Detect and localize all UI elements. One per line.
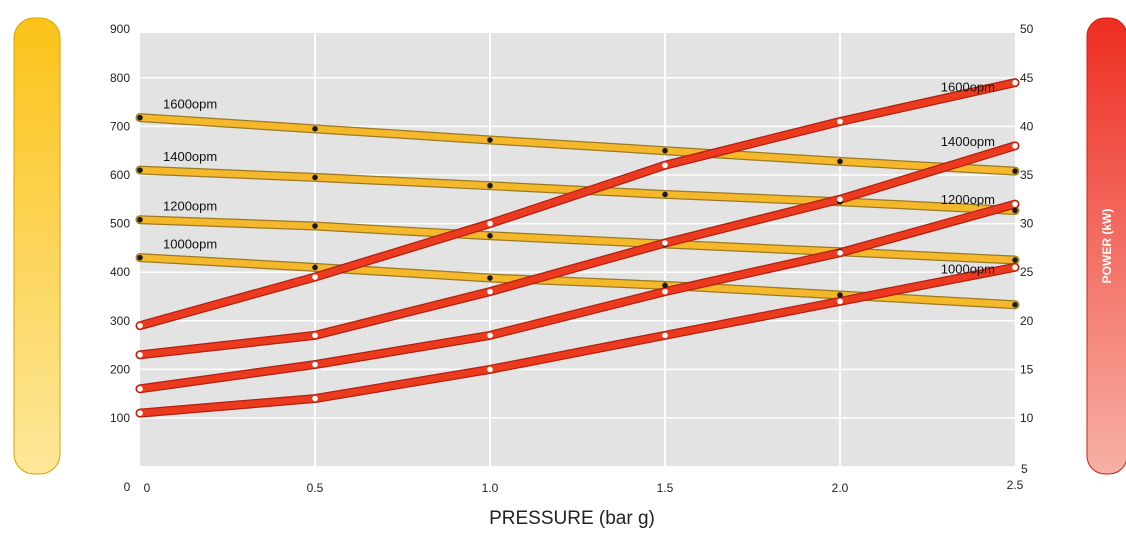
flow-point-1000opm xyxy=(1012,301,1018,308)
flow-line-1600opm xyxy=(136,114,1019,175)
flow-point-1200opm xyxy=(312,223,318,229)
power-point-1400opm xyxy=(662,240,668,246)
y-right-tick-label: 15 xyxy=(1020,362,1034,376)
x-tick-label: 1.5 xyxy=(657,481,674,495)
power-point-1000opm xyxy=(837,298,843,305)
flow-point-1400opm xyxy=(137,167,143,173)
flow-point-1600opm xyxy=(1012,168,1018,174)
x-tick-label: 0.5 xyxy=(307,481,324,495)
flow-series-label: 1200opm xyxy=(163,199,217,214)
y-right-bottom-label: 5 xyxy=(1021,462,1028,476)
y-left-tick-label: 200 xyxy=(110,362,130,376)
flow-point-1600opm xyxy=(137,114,143,121)
y-left-tick-label: 100 xyxy=(110,411,130,425)
flow-line-1200opm xyxy=(136,216,1019,264)
y-left-tick-label: 800 xyxy=(110,71,130,85)
flow-point-1400opm xyxy=(662,191,668,198)
power-point-1600opm xyxy=(137,322,143,329)
power-point-1600opm xyxy=(487,220,493,227)
flow-point-1400opm xyxy=(312,174,318,181)
power-point-1200opm xyxy=(487,332,493,339)
power-point-1600opm xyxy=(837,118,843,125)
power-series-label: 1200opm xyxy=(941,192,995,207)
y-left-tick-label: 500 xyxy=(110,217,130,231)
y-right-tick-label: 50 xyxy=(1020,22,1034,36)
power-point-1200opm xyxy=(837,249,843,256)
flow-point-1000opm xyxy=(837,292,843,298)
power-point-1200opm xyxy=(137,386,143,392)
y-right-tick-label: 10 xyxy=(1020,411,1034,425)
y-right-tick-label: 45 xyxy=(1020,71,1034,85)
right-axis-color-bar xyxy=(1086,17,1126,475)
power-line-1600opm xyxy=(136,79,1019,329)
power-point-1400opm xyxy=(1012,143,1018,149)
power-point-1600opm xyxy=(662,162,668,169)
flow-point-1600opm xyxy=(837,158,843,165)
flow-point-1000opm xyxy=(662,282,668,289)
y-right-tick-label: 40 xyxy=(1020,119,1034,133)
left-axis-color-bar xyxy=(13,17,61,475)
flow-point-1600opm xyxy=(487,137,493,143)
x-tick-label: 2.5 xyxy=(1007,478,1024,492)
x-tick-label: 1.0 xyxy=(482,481,499,495)
y-left-tick-label: 300 xyxy=(110,314,130,328)
power-series-label: 1600opm xyxy=(941,80,995,95)
power-series-label: 1000opm xyxy=(941,261,995,276)
power-point-1000opm xyxy=(1012,264,1018,271)
power-point-1000opm xyxy=(312,395,318,402)
power-point-1600opm xyxy=(1012,79,1018,86)
y-left-zero-label: 0 xyxy=(124,480,131,494)
flow-series-label: 1600opm xyxy=(163,97,217,112)
right-axis-title: POWER (kW) xyxy=(1100,209,1114,284)
power-point-1400opm xyxy=(312,332,318,339)
power-point-1200opm xyxy=(662,288,668,295)
power-point-1000opm xyxy=(662,332,668,339)
power-line-1400opm xyxy=(136,142,1019,359)
flow-point-1200opm xyxy=(137,216,143,223)
y-left-tick-label: 400 xyxy=(110,265,130,279)
x-tick-label: 0 xyxy=(144,481,151,495)
power-series-group xyxy=(135,78,1020,418)
flow-point-1400opm xyxy=(487,182,493,189)
power-point-1200opm xyxy=(312,361,318,368)
flow-point-1000opm xyxy=(137,254,143,261)
power-point-1000opm xyxy=(137,410,143,416)
power-point-1200opm xyxy=(1012,201,1018,207)
power-point-1400opm xyxy=(137,352,143,358)
labels-group: 1600opm 1400opm 1200opm 1000opm 1600opm 1400o… xyxy=(163,80,995,277)
power-point-1000opm xyxy=(487,366,493,373)
x-axis-title: PRESSURE (bar g) xyxy=(489,508,655,529)
y-left-tick-label: 700 xyxy=(110,119,130,133)
x-tick-label: 2.0 xyxy=(832,481,849,495)
y-right-tick-label: 30 xyxy=(1020,217,1034,231)
tick-labels-group: 1002003004005006007008009000101520253035… xyxy=(110,22,1034,495)
markers-group xyxy=(137,79,1018,416)
power-point-1400opm xyxy=(837,196,843,203)
y-right-tick-label: 35 xyxy=(1020,168,1034,182)
power-point-1400opm xyxy=(487,288,493,295)
y-left-tick-label: 900 xyxy=(110,22,130,36)
flow-point-1400opm xyxy=(1012,207,1018,214)
y-left-tick-label: 600 xyxy=(110,168,130,182)
flow-point-1200opm xyxy=(1012,257,1018,263)
flow-point-1200opm xyxy=(487,232,493,239)
flow-point-1600opm xyxy=(662,147,668,154)
power-line-1000opm xyxy=(136,264,1019,417)
flow-point-1000opm xyxy=(487,275,493,281)
power-line-1200opm xyxy=(136,200,1019,393)
flow-series-label: 1000opm xyxy=(163,237,217,252)
flow-point-1600opm xyxy=(312,126,318,132)
flow-series-label: 1400opm xyxy=(163,149,217,164)
flow-point-1000opm xyxy=(312,264,318,271)
y-right-tick-label: 20 xyxy=(1020,314,1034,328)
power-series-label: 1400opm xyxy=(941,134,995,149)
power-point-1600opm xyxy=(312,274,318,280)
y-right-tick-label: 25 xyxy=(1020,265,1034,279)
